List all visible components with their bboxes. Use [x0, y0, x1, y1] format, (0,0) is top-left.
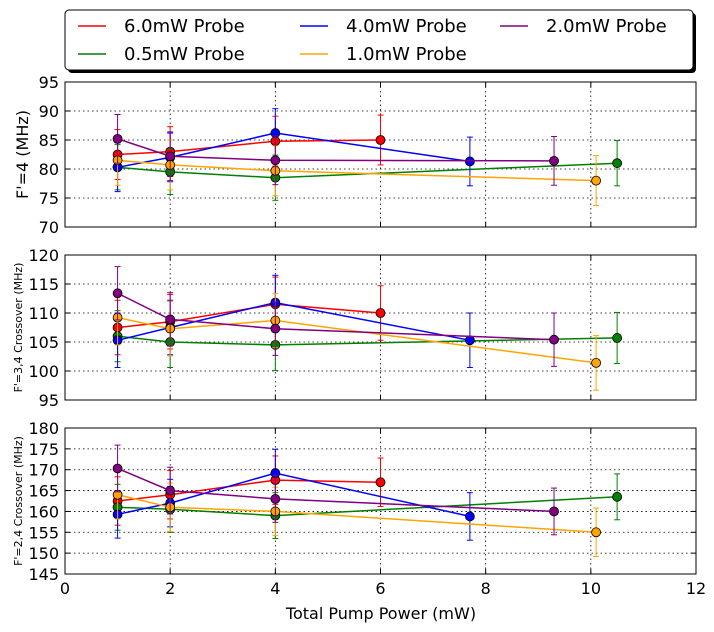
panel-1: 70 75 80 85 90 95 F'=4 (MHz)	[13, 73, 697, 237]
data-point	[270, 323, 281, 334]
y-tick-label: 150	[28, 544, 59, 563]
data-point	[165, 314, 176, 325]
data-point	[112, 463, 123, 474]
y-tick-label: 70	[39, 218, 59, 237]
x-tick-label: 0	[60, 579, 70, 598]
x-tick-label: 8	[481, 579, 491, 598]
y-tick-label: 180	[28, 419, 59, 438]
data-point	[375, 135, 386, 145]
y-tick-label: 160	[28, 502, 59, 521]
series-line	[117, 292, 555, 341]
x-tick-label: 12	[686, 579, 706, 598]
series-2-0mw-probe	[112, 113, 559, 186]
y-tick-label: 95	[39, 391, 59, 410]
data-point	[549, 506, 559, 517]
y-axis-label: F'=4 (MHz)	[13, 110, 32, 199]
legend-label: 0.5mW Probe	[124, 44, 245, 65]
y-tick-label: 80	[39, 160, 59, 179]
data-point	[112, 133, 123, 144]
series-line	[117, 472, 471, 518]
series-line	[117, 162, 618, 179]
series-0-5mw-probe	[112, 310, 623, 371]
legend-box	[64, 9, 694, 71]
x-tick-label: 6	[375, 579, 385, 598]
data-point	[464, 511, 475, 522]
y-tick-label: 100	[28, 362, 59, 381]
data-point	[165, 151, 176, 162]
data-point	[549, 155, 559, 166]
series-line	[117, 496, 618, 517]
x-axis-label: Total Pump Power (mW)	[285, 604, 476, 623]
series-line	[117, 493, 597, 534]
series-line	[117, 138, 555, 162]
y-tick-label: 105	[28, 333, 59, 352]
legend-label: 2.0mW Probe	[546, 16, 667, 37]
x-tick-label: 10	[581, 579, 601, 598]
series-line	[117, 303, 381, 329]
series-line	[117, 335, 618, 346]
y-tick-label: 145	[28, 565, 59, 584]
y-tick-label: 95	[39, 73, 59, 92]
series-2-0mw-probe	[112, 266, 559, 367]
x-tick-label: 2	[165, 579, 175, 598]
data-point	[612, 333, 623, 343]
legend-label: 1.0mW Probe	[346, 44, 467, 65]
y-tick-label: 85	[39, 131, 59, 150]
series-1-0mw-probe	[112, 470, 601, 557]
data-point	[270, 494, 281, 504]
data-point	[549, 334, 559, 345]
y-tick-label: 90	[39, 102, 59, 121]
y-tick-label: 115	[28, 275, 59, 294]
data-point	[612, 491, 623, 502]
series-2-0mw-probe	[112, 444, 559, 536]
panel-data	[112, 266, 623, 391]
series-line	[117, 159, 597, 182]
data-point	[112, 288, 123, 299]
x-tick-label: 4	[270, 579, 280, 598]
data-point	[165, 485, 176, 496]
y-axis-label: F'=2,4 Crossover (MHz)	[12, 436, 25, 566]
y-tick-label: 120	[28, 246, 59, 265]
series-line	[117, 301, 471, 342]
legend-label: 4.0mW Probe	[346, 16, 467, 37]
data-point	[591, 527, 601, 538]
data-point	[270, 155, 281, 166]
data-point	[612, 158, 623, 169]
data-point	[591, 357, 601, 368]
y-axis-label: F'=3,4 Crossover (MHz)	[12, 263, 25, 393]
data-point	[375, 308, 386, 318]
y-tick-label: 75	[39, 189, 59, 208]
y-tick-label: 175	[28, 440, 59, 459]
legend-label: 6.0mW Probe	[124, 16, 245, 37]
data-point	[375, 477, 386, 488]
series-1-0mw-probe	[112, 134, 601, 207]
legend: 6.0mW Probe 0.5mW Probe 4.0mW Probe 1.0mW P…	[64, 9, 696, 73]
y-tick-label: 170	[28, 461, 59, 480]
panel-data	[112, 108, 623, 207]
series-line	[117, 467, 555, 513]
series-line	[117, 479, 381, 502]
y-tick-label: 110	[28, 304, 59, 323]
series-4-0mw-probe	[112, 448, 475, 541]
data-point	[591, 175, 601, 186]
panel-data	[112, 444, 623, 557]
y-tick-label: 165	[28, 482, 59, 501]
y-tick-label: 155	[28, 523, 59, 542]
